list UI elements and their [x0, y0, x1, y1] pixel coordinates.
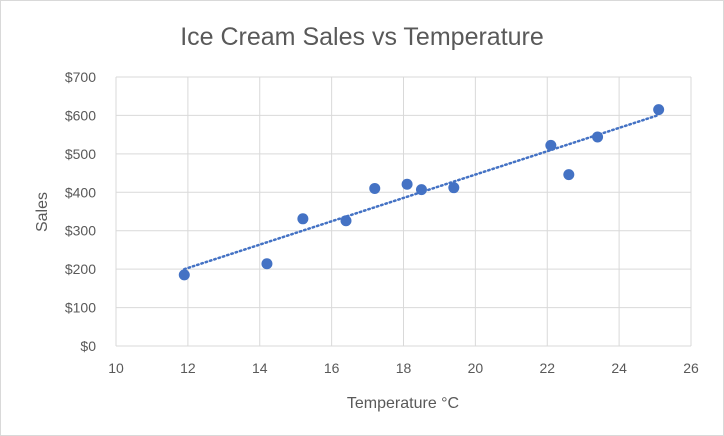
y-tick-label: $500: [65, 146, 96, 162]
x-tick-label: 12: [180, 360, 196, 376]
x-tick-label: 24: [611, 360, 627, 376]
y-tick-label: $400: [65, 184, 96, 200]
x-tick-label: 10: [108, 360, 124, 376]
data-point: [340, 215, 352, 227]
data-point: [592, 131, 604, 143]
y-tick-label: $200: [65, 261, 96, 277]
x-tick-label: 14: [252, 360, 268, 376]
data-point: [178, 269, 190, 281]
grid-layer: [115, 76, 692, 347]
x-tick-label: 26: [683, 360, 699, 376]
x-tick-label: 20: [468, 360, 484, 376]
data-point: [369, 182, 381, 194]
y-axis-label: Sales: [34, 192, 51, 232]
y-tick-label: $300: [65, 223, 96, 239]
x-tick-label: 18: [396, 360, 412, 376]
data-point: [261, 258, 273, 270]
y-tick-label: $0: [80, 338, 96, 354]
y-tick-label: $700: [65, 69, 96, 85]
data-point: [545, 139, 557, 151]
data-point: [415, 184, 427, 196]
data-point: [401, 178, 413, 190]
data-point: [297, 213, 309, 225]
data-points: [178, 104, 665, 281]
chart-title: Ice Cream Sales vs Temperature: [180, 23, 544, 51]
y-tick-label: $100: [65, 300, 96, 316]
x-tick-label: 16: [324, 360, 340, 376]
tick-labels: $0 $100 $200 $300 $400 $500 $600 $700 10 12 14 16 18…: [65, 69, 699, 376]
data-point: [563, 169, 575, 181]
data-point: [653, 104, 665, 116]
data-point: [448, 182, 460, 194]
x-tick-label: 22: [539, 360, 555, 376]
x-axis-label: Temperature °C: [347, 395, 459, 412]
y-tick-label: $600: [65, 107, 96, 123]
